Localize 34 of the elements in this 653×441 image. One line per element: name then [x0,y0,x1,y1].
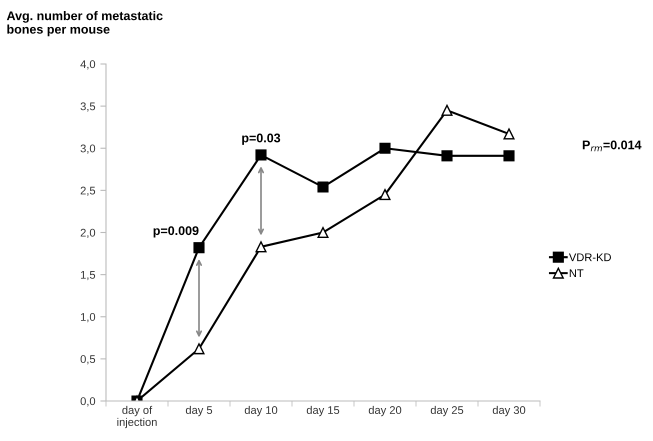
point [255,149,267,161]
y-tick-label: 4,0 [80,60,96,70]
point [379,142,391,154]
x-tick-label: day 25 [430,406,464,416]
point [441,150,453,162]
point [193,343,205,354]
y-tick-label: 1,0 [80,313,96,322]
y-tick-label: 0,5 [80,355,96,364]
point [503,128,515,140]
y-axis-title: Avg. number of metastatic bones per mouse [6,11,163,36]
point [441,104,453,116]
annotation: p=0.03 [242,134,280,145]
y-tick-label: 2,5 [80,186,96,196]
point [255,241,267,252]
x-tick-label: day of injection [117,406,157,428]
x-tick-label: day 20 [368,406,402,416]
legend-label: NT [570,269,584,278]
annotation: p=0.009 [154,226,199,238]
x-tick-label: day 5 [186,406,212,416]
x-tick-label: day 15 [306,406,340,416]
point [193,242,205,254]
point [317,226,329,238]
x-tick-label: day 30 [492,406,526,416]
text: P$_{rm}$=0.014 [582,140,642,152]
y-tick-label: 1,5 [80,271,96,280]
y-tick-label: 3,0 [80,144,96,154]
y-tick-label: 3,5 [80,102,96,112]
legend-label: VDR-KD [568,253,611,262]
point [317,181,329,193]
y-tick-label: 0,0 [80,397,96,406]
point [503,150,515,162]
point [379,189,391,200]
x-tick-label: day 10 [244,406,278,416]
y-tick-label: 2,0 [80,228,96,238]
